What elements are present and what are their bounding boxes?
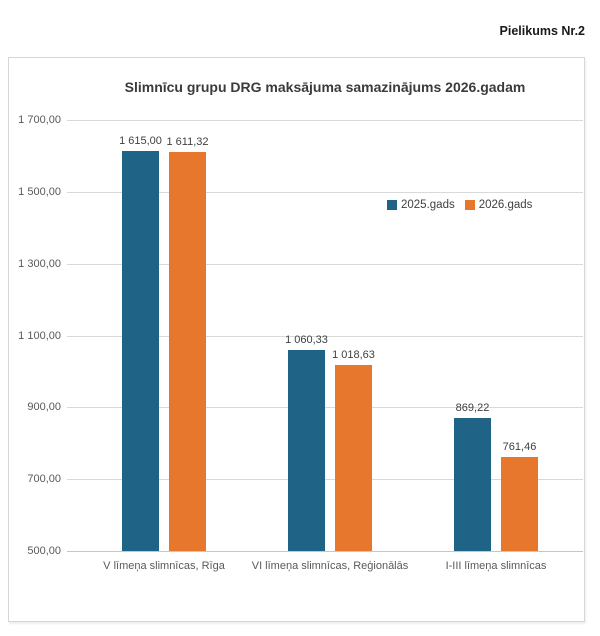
y-axis-label: 500,00 xyxy=(27,545,61,557)
bar-2025.gads xyxy=(122,150,159,551)
bar-2026.gads xyxy=(335,364,372,551)
y-axis-label: 1 500,00 xyxy=(18,185,61,198)
category-label: V līmeņa slimnīcas, Rīga xyxy=(103,560,225,572)
chart-container: Slimnīcu grupu DRG maksājuma samazinājum… xyxy=(8,57,585,622)
bar-value-label: 869,22 xyxy=(455,402,490,415)
gridline xyxy=(67,407,583,409)
y-axis-label: 1 100,00 xyxy=(18,329,61,342)
bar-2025.gads xyxy=(454,418,491,551)
legend-swatch-icon xyxy=(464,200,475,210)
y-axis-label: 700,00 xyxy=(27,473,61,486)
legend-item: 2026.gads xyxy=(464,199,533,211)
bar-2025.gads xyxy=(288,349,325,551)
bar-value-label: 1 018,63 xyxy=(332,348,375,361)
gridline xyxy=(67,191,583,193)
bar-2026.gads xyxy=(169,151,206,551)
gridline xyxy=(67,263,583,265)
legend-label: 2025.gads xyxy=(401,199,455,211)
y-axis-label: 900,00 xyxy=(27,401,61,414)
gridline xyxy=(67,551,583,552)
gridline xyxy=(67,479,583,481)
y-axis-label: 1 300,00 xyxy=(18,257,61,270)
legend-swatch-icon xyxy=(387,200,397,210)
legend-item: 2025.gads xyxy=(387,199,455,211)
bar-value-label: 1 615,00 xyxy=(119,134,162,147)
legend-label: 2026.gads xyxy=(478,199,533,211)
category-label: I-III līmeņa slimnīcas xyxy=(445,560,547,572)
category-label: VI līmeņa slimnīcas, Reģionālās xyxy=(251,560,409,572)
gridline xyxy=(67,335,583,337)
bar-value-label: 761,46 xyxy=(502,441,537,454)
bar-value-label: 1 611,32 xyxy=(166,135,209,148)
bar-2026.gads xyxy=(501,457,538,551)
appendix-note: Pielikums Nr.2 xyxy=(499,24,585,38)
chart-title: Slimnīcu grupu DRG maksājuma samazinājum… xyxy=(124,79,526,95)
gridline xyxy=(67,120,583,121)
legend: 2025.gads 2026.gads xyxy=(387,199,532,211)
y-axis-label: 1 700,00 xyxy=(18,114,61,126)
bar-value-label: 1 060,33 xyxy=(285,333,328,346)
plot-area: 1 700,00 1 500,00 1 300,00 1 100,00 900,00 70… xyxy=(9,58,584,621)
